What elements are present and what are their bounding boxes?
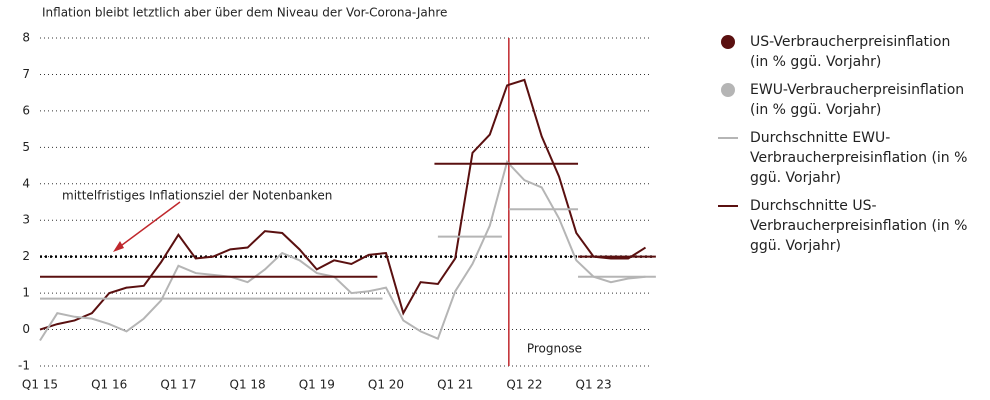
y-tick-label: 4: [22, 176, 30, 190]
x-tick-label: Q1 23: [576, 378, 612, 392]
x-tick-label: Q1 15: [22, 378, 58, 392]
legend-marker: [718, 128, 742, 148]
y-tick-label: 7: [22, 67, 30, 81]
legend-label: EWU-Verbraucherpreisinflation (in % ggü.…: [750, 82, 965, 118]
annotation-arrowhead: [113, 241, 124, 252]
y-tick-label: 2: [22, 249, 30, 263]
legend: US-Verbraucherpreisinflation (in % ggü. …: [718, 32, 968, 264]
annotation: mittelfristiges Inflationsziel der Noten…: [62, 189, 332, 203]
y-tick-label: 6: [22, 103, 30, 117]
x-tick-label: Q1 19: [299, 378, 335, 392]
legend-label: US-Verbraucherpreisinflation (in % ggü. …: [750, 34, 951, 70]
legend-marker: [718, 80, 742, 100]
x-tick-label: Q1 21: [437, 378, 473, 392]
x-tick-label: Q1 18: [230, 378, 266, 392]
legend-item: EWU-Verbraucherpreisinflation (in % ggü.…: [718, 80, 968, 120]
forecast-label: Prognose: [527, 342, 582, 356]
annotation-arrow: [117, 201, 181, 249]
legend-label: Durchschnitte US-Verbraucherpreisinflati…: [750, 198, 968, 254]
legend-item: Durchschnitte US-Verbraucherpreisinflati…: [718, 196, 968, 256]
chart-title: Inflation bleibt letztlich aber über dem…: [42, 6, 447, 20]
x-tick-label: Q1 16: [91, 378, 127, 392]
y-tick-label: 5: [22, 140, 30, 154]
y-tick-label: -1: [18, 359, 30, 373]
y-tick-label: 3: [22, 213, 30, 227]
series-line: [39, 159, 646, 342]
series-line: [39, 78, 647, 331]
y-tick-label: 8: [22, 31, 30, 45]
x-tick-label: Q1 17: [160, 378, 196, 392]
y-tick-label: 0: [22, 322, 30, 336]
y-tick-label: 1: [22, 286, 30, 300]
legend-item: Durchschnitte EWU-Verbraucherpreisinflat…: [718, 128, 968, 188]
legend-marker: [718, 196, 742, 216]
x-tick-label: Q1 22: [506, 378, 542, 392]
legend-label: Durchschnitte EWU-Verbraucherpreisinflat…: [750, 130, 968, 186]
x-tick-label: Q1 20: [368, 378, 404, 392]
legend-marker: [718, 32, 742, 52]
legend-item: US-Verbraucherpreisinflation (in % ggü. …: [718, 32, 968, 72]
